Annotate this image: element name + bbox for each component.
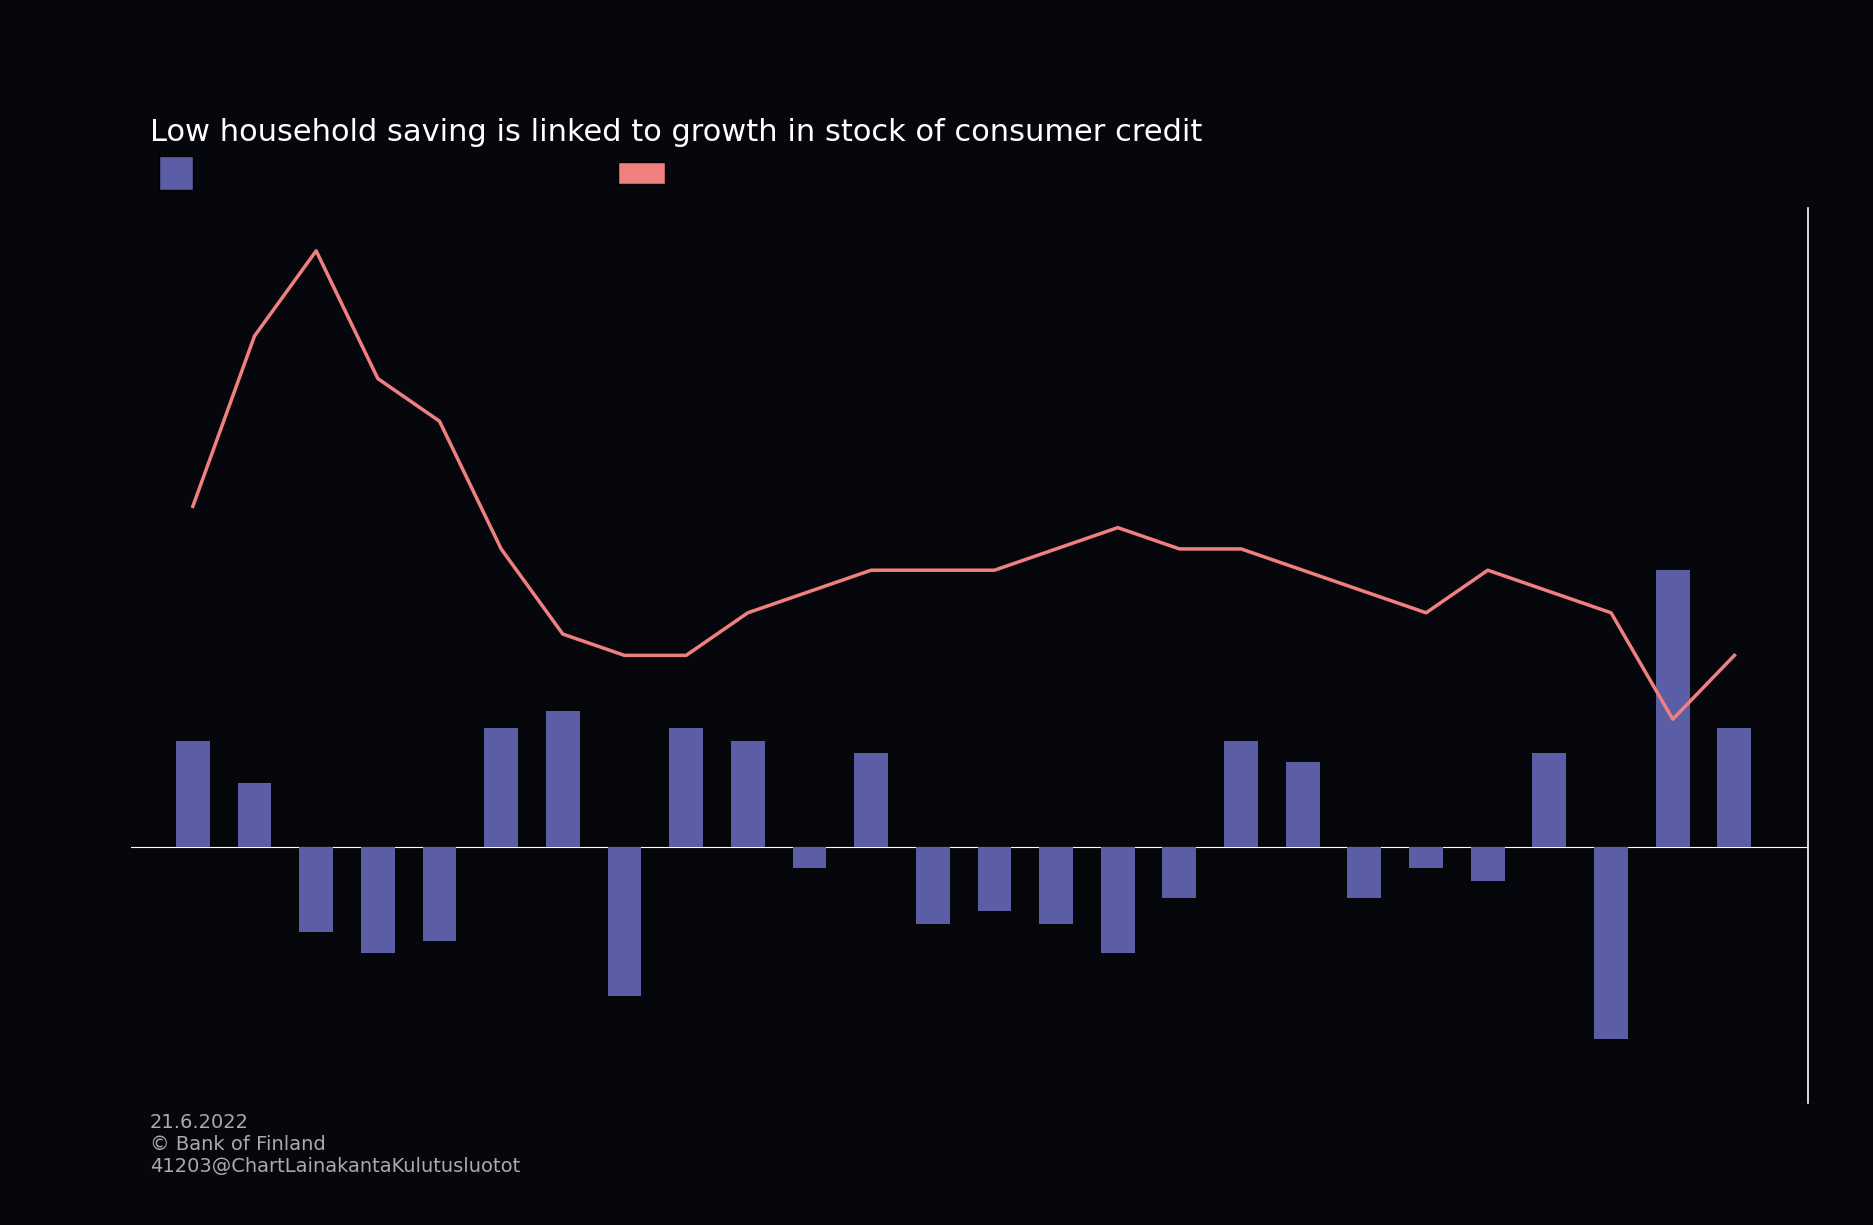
Bar <box>1161 846 1195 898</box>
Bar <box>483 728 517 846</box>
Bar <box>916 846 950 924</box>
Bar <box>361 846 395 953</box>
Bar <box>1347 846 1380 898</box>
Bar <box>1716 728 1751 846</box>
Bar <box>607 846 641 996</box>
Bar <box>669 728 702 846</box>
Bar <box>238 783 272 846</box>
Bar <box>854 753 888 846</box>
Bar <box>792 846 826 869</box>
Bar <box>176 741 210 846</box>
Bar <box>1099 846 1135 953</box>
Bar <box>978 846 1011 911</box>
Bar <box>1532 753 1566 846</box>
Bar <box>1408 846 1442 869</box>
Bar <box>300 846 333 932</box>
Bar <box>1656 570 1689 846</box>
Bar <box>1594 846 1628 1039</box>
Bar <box>421 846 457 941</box>
Bar <box>545 710 579 846</box>
Bar <box>1223 741 1257 846</box>
Text: Low household saving is linked to growth in stock of consumer credit: Low household saving is linked to growth… <box>150 118 1202 147</box>
Text: 21.6.2022
© Bank of Finland
41203@ChartLainakantaKulutusluotot: 21.6.2022 © Bank of Finland 41203@ChartL… <box>150 1114 521 1176</box>
Bar <box>1040 846 1073 924</box>
Bar <box>1470 846 1504 881</box>
Bar <box>1285 762 1319 846</box>
Bar <box>730 741 764 846</box>
